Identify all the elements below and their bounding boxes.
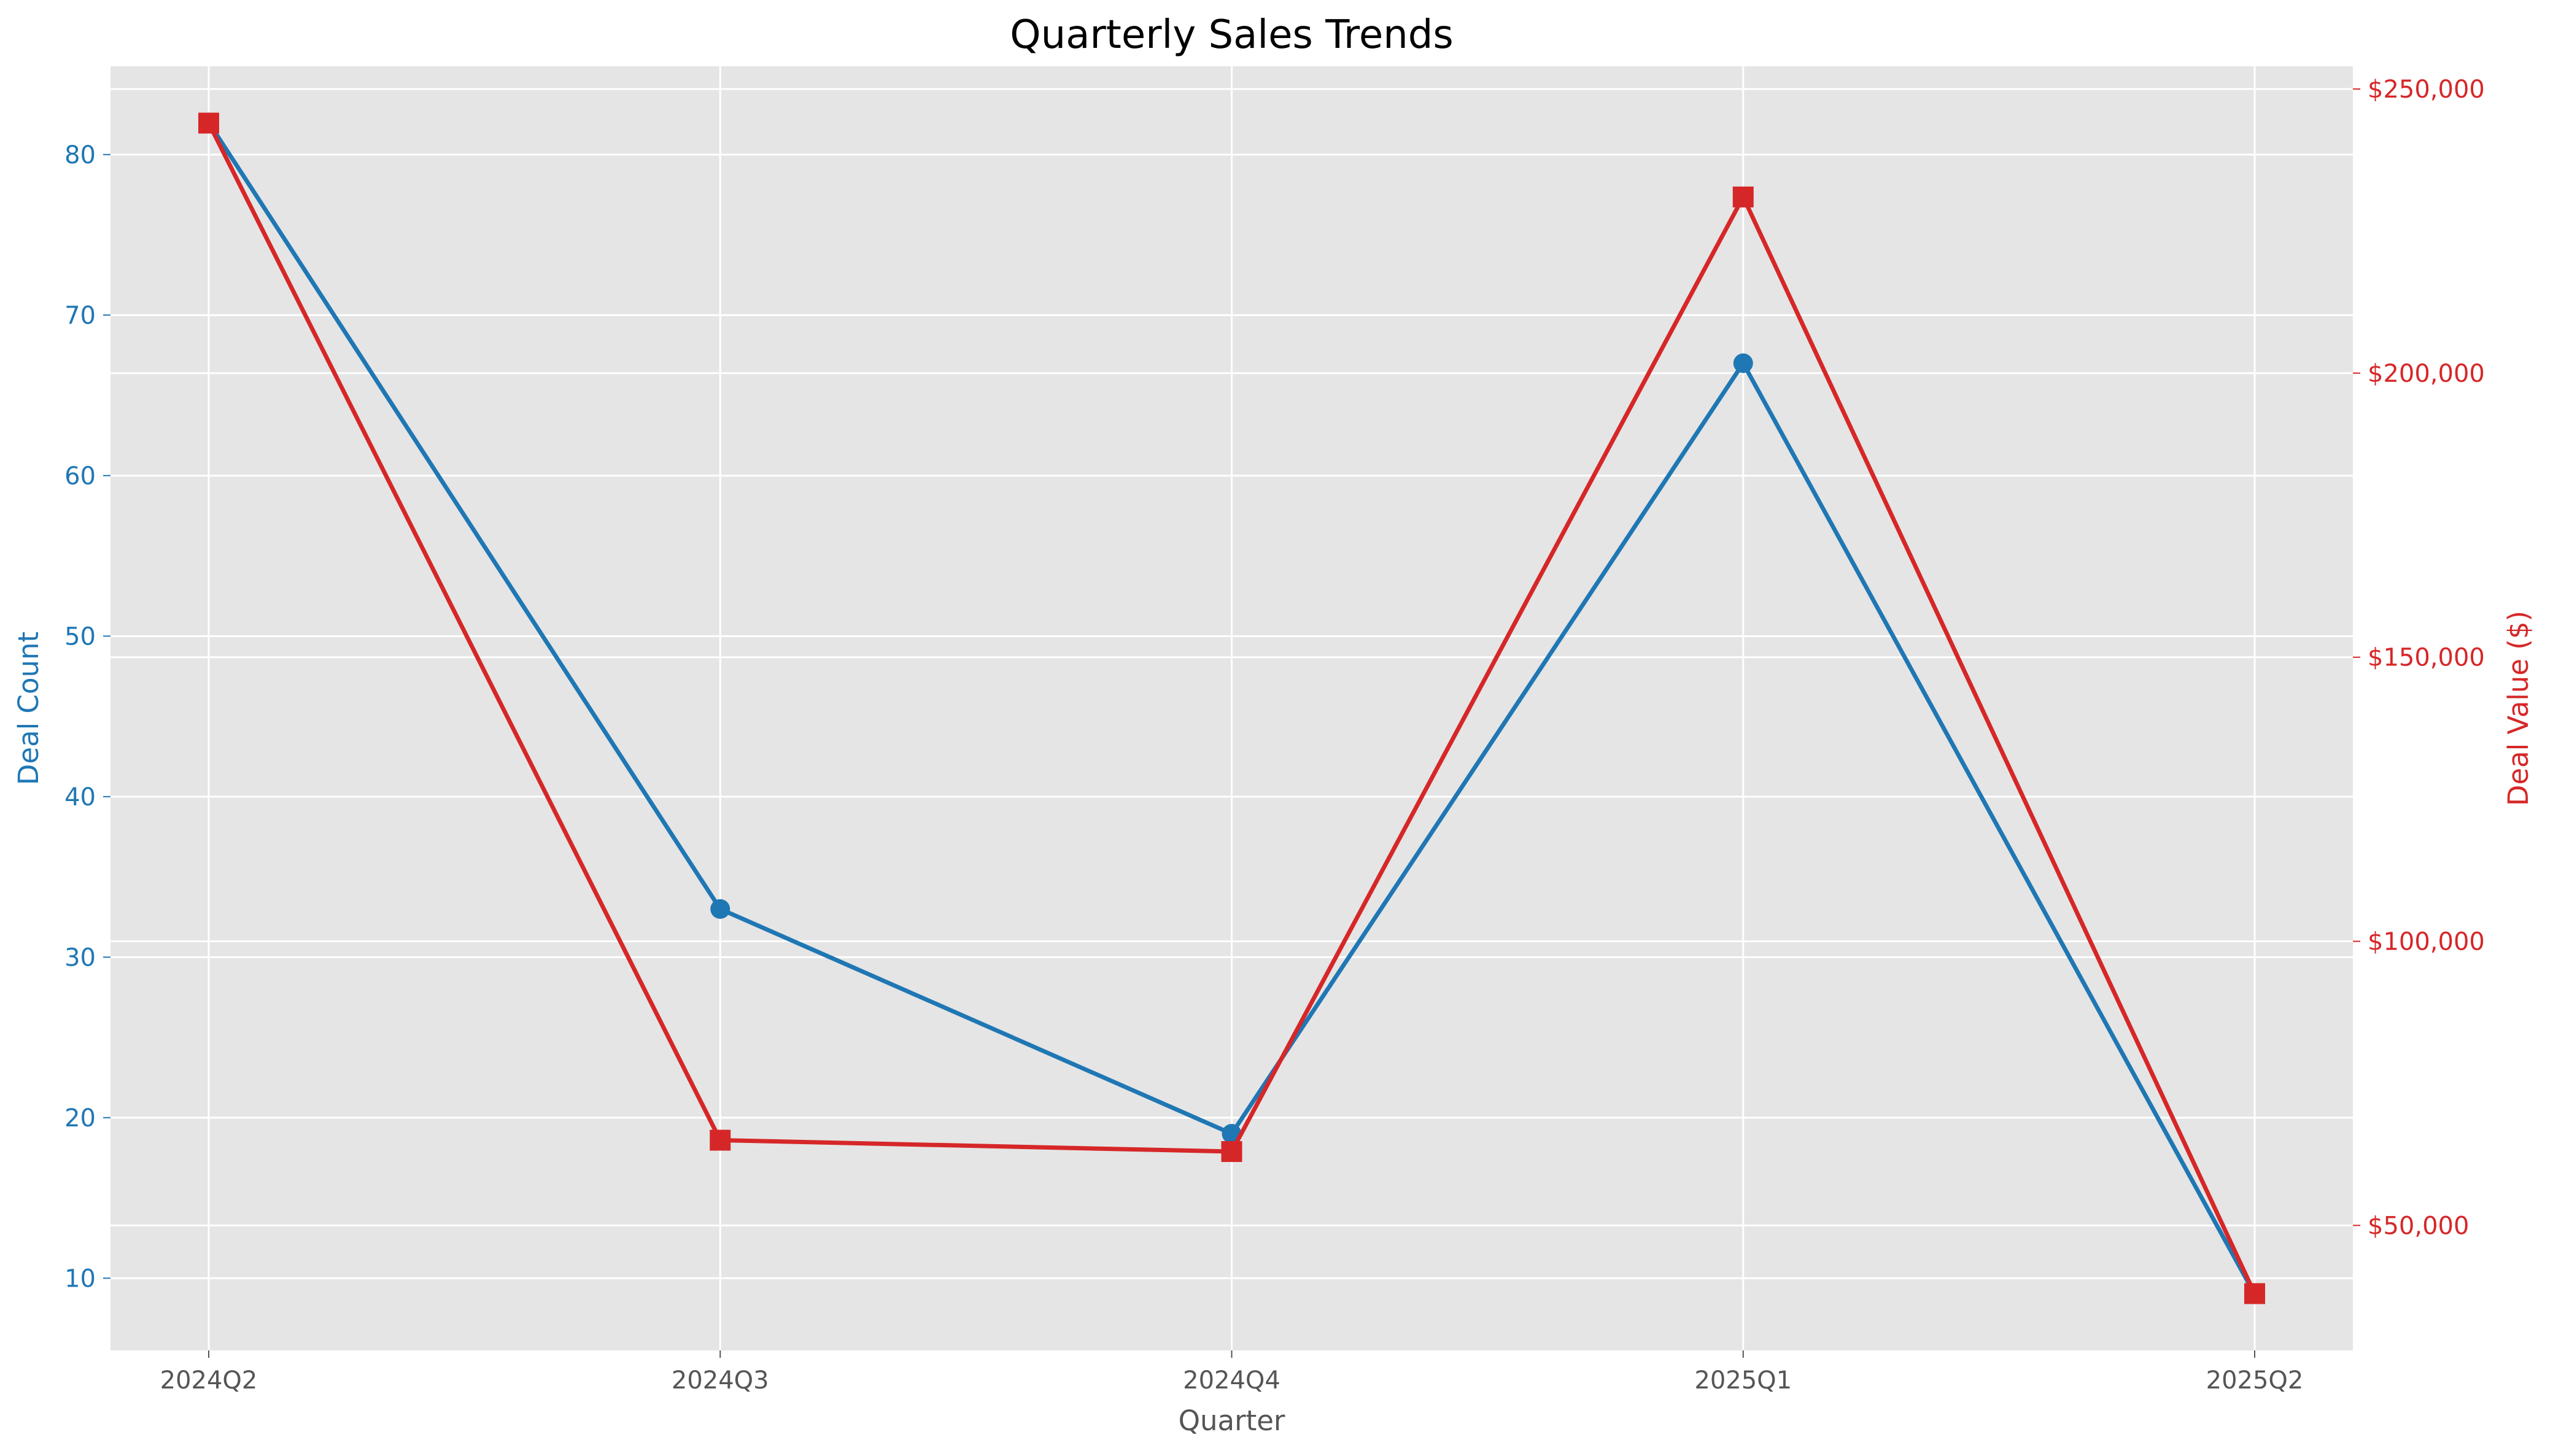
x-tick-label: 2024Q4	[1183, 1366, 1280, 1395]
data-point-deal-value	[1732, 186, 1754, 207]
y-right-tick-label: $150,000	[2368, 644, 2485, 672]
grid-lines	[110, 66, 2353, 1350]
y-left-tick-label: 40	[64, 783, 96, 811]
x-tick-label: 2025Q2	[2206, 1366, 2304, 1395]
y-axis-left-label: Deal Count	[12, 632, 45, 785]
y-left-tick-label: 10	[64, 1264, 96, 1293]
data-point-deal-count	[710, 899, 730, 919]
data-point-deal-count	[1733, 353, 1753, 373]
data-point-deal-value	[1221, 1141, 1242, 1163]
y-right-tick-label: $50,000	[2368, 1212, 2469, 1240]
y-left-tick-label: 20	[64, 1104, 96, 1133]
y-left-tick-label: 80	[64, 141, 96, 169]
x-tick-label: 2024Q3	[672, 1366, 769, 1395]
data-point-deal-value	[198, 112, 219, 134]
tick-labels: 2024Q2 2024Q3 2024Q4 2025Q1 2025Q2 10 20 30 40 50…	[64, 76, 2485, 1395]
y-left-tick-label: 70	[64, 301, 96, 330]
data-point-deal-value	[710, 1129, 731, 1151]
data-point-deal-value	[2244, 1283, 2265, 1304]
chart-title: Quarterly Sales Trends	[1010, 12, 1453, 58]
y-left-tick-label: 50	[64, 622, 96, 651]
y-right-tick-label: $100,000	[2368, 928, 2485, 956]
y-axis-right-label: Deal Value ($)	[2502, 611, 2535, 806]
y-left-tick-label: 60	[64, 462, 96, 490]
y-right-tick-label: $250,000	[2368, 76, 2485, 104]
y-right-tick-label: $200,000	[2368, 360, 2485, 388]
x-axis-label: Quarter	[1179, 1404, 1285, 1437]
x-tick-label: 2024Q2	[160, 1366, 258, 1395]
x-tick-label: 2025Q1	[1694, 1366, 1792, 1395]
series-layer	[198, 112, 2265, 1304]
y-left-tick-label: 30	[64, 943, 96, 972]
